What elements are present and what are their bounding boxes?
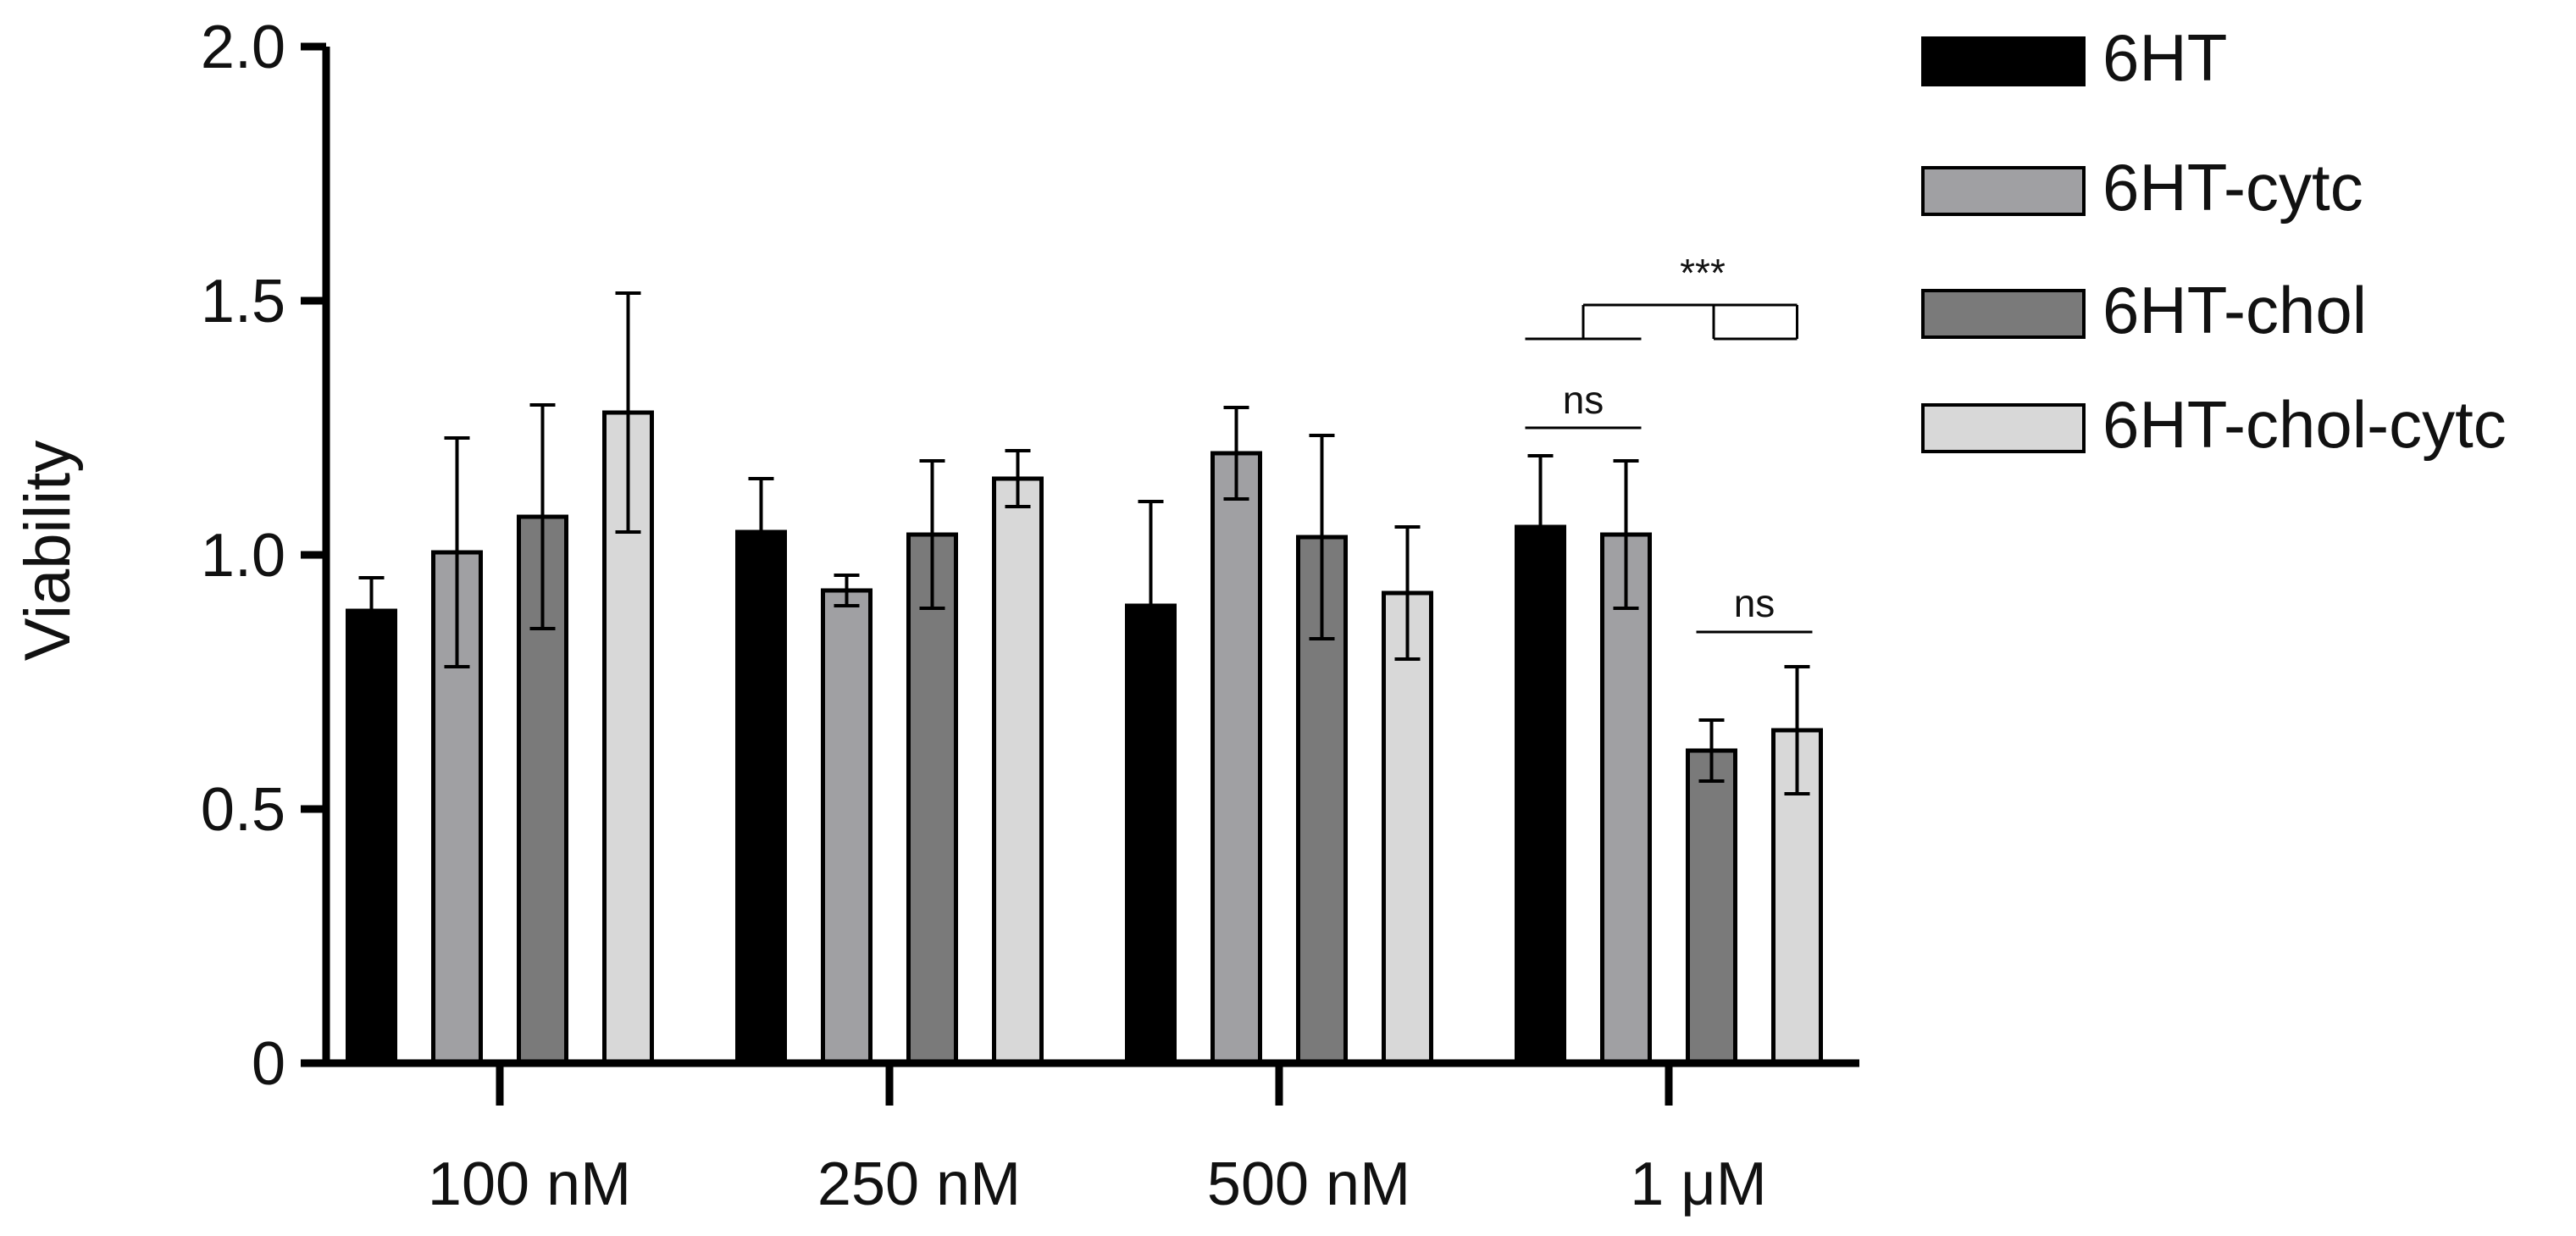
sig-label-stars: ***: [1680, 251, 1726, 295]
legend-swatch-6HT-chol-cytc: [1921, 403, 2086, 453]
bar-6HT-chol-cytc-500 nM: [1382, 590, 1433, 1066]
legend-label-6HT-chol-cytc: 6HT-chol-cytc: [2102, 387, 2507, 462]
bar-6HT-chol-cytc-250 nM: [992, 476, 1044, 1066]
y-tick-label: 2.0: [201, 14, 285, 81]
bar-6HT-250 nM: [735, 529, 787, 1066]
x-category-label: 250 nM: [817, 1150, 1021, 1218]
sig-label-ns-2: ns: [1734, 581, 1776, 625]
bar-6HT-100 nM: [346, 608, 397, 1066]
x-category-label: 100 nM: [428, 1150, 631, 1218]
legend-label-6HT: 6HT: [2102, 20, 2227, 95]
legend-swatch-6HT: [1921, 36, 2086, 86]
bar-6HT-chol-250 nM: [906, 532, 958, 1066]
error-bars: [358, 291, 1810, 795]
bar-6HT-cytc-1 μM: [1600, 532, 1652, 1066]
legend-label-6HT-chol: 6HT-chol: [2102, 273, 2367, 347]
axes: 0 0.5 1.0 1.5 2.0 100 nM 250 nM 500 nM 1 μM: [201, 14, 1859, 1218]
y-tick-label: 1.5: [201, 268, 285, 335]
significance-annotations: ns ns ***: [1525, 251, 1813, 634]
sig-label-ns-1: ns: [1563, 378, 1604, 422]
bar-6HT-chol-500 nM: [1296, 535, 1348, 1066]
x-category-label: 500 nM: [1207, 1150, 1410, 1218]
y-axis-title: Viability: [12, 441, 84, 662]
bar-6HT-chol-1 μM: [1686, 748, 1737, 1066]
legend-swatch-6HT-cytc: [1921, 166, 2086, 216]
bar-6HT-1 μM: [1515, 524, 1566, 1066]
y-tick-label: 0: [252, 1030, 285, 1098]
bars: [346, 410, 1823, 1066]
bar-6HT-cytc-250 nM: [821, 588, 873, 1066]
x-category-label: 1 μM: [1630, 1150, 1767, 1218]
y-tick-label: 0.5: [201, 776, 285, 844]
legend-label-6HT-cytc: 6HT-cytc: [2102, 150, 2363, 224]
legend-swatch-6HT-chol: [1921, 289, 2086, 339]
legend: 6HT 6HT-cytc 6HT-chol 6HT-chol-cytc: [1921, 20, 2507, 462]
bar-6HT-cytc-500 nM: [1210, 451, 1262, 1066]
y-tick-label: 1.0: [201, 522, 285, 590]
